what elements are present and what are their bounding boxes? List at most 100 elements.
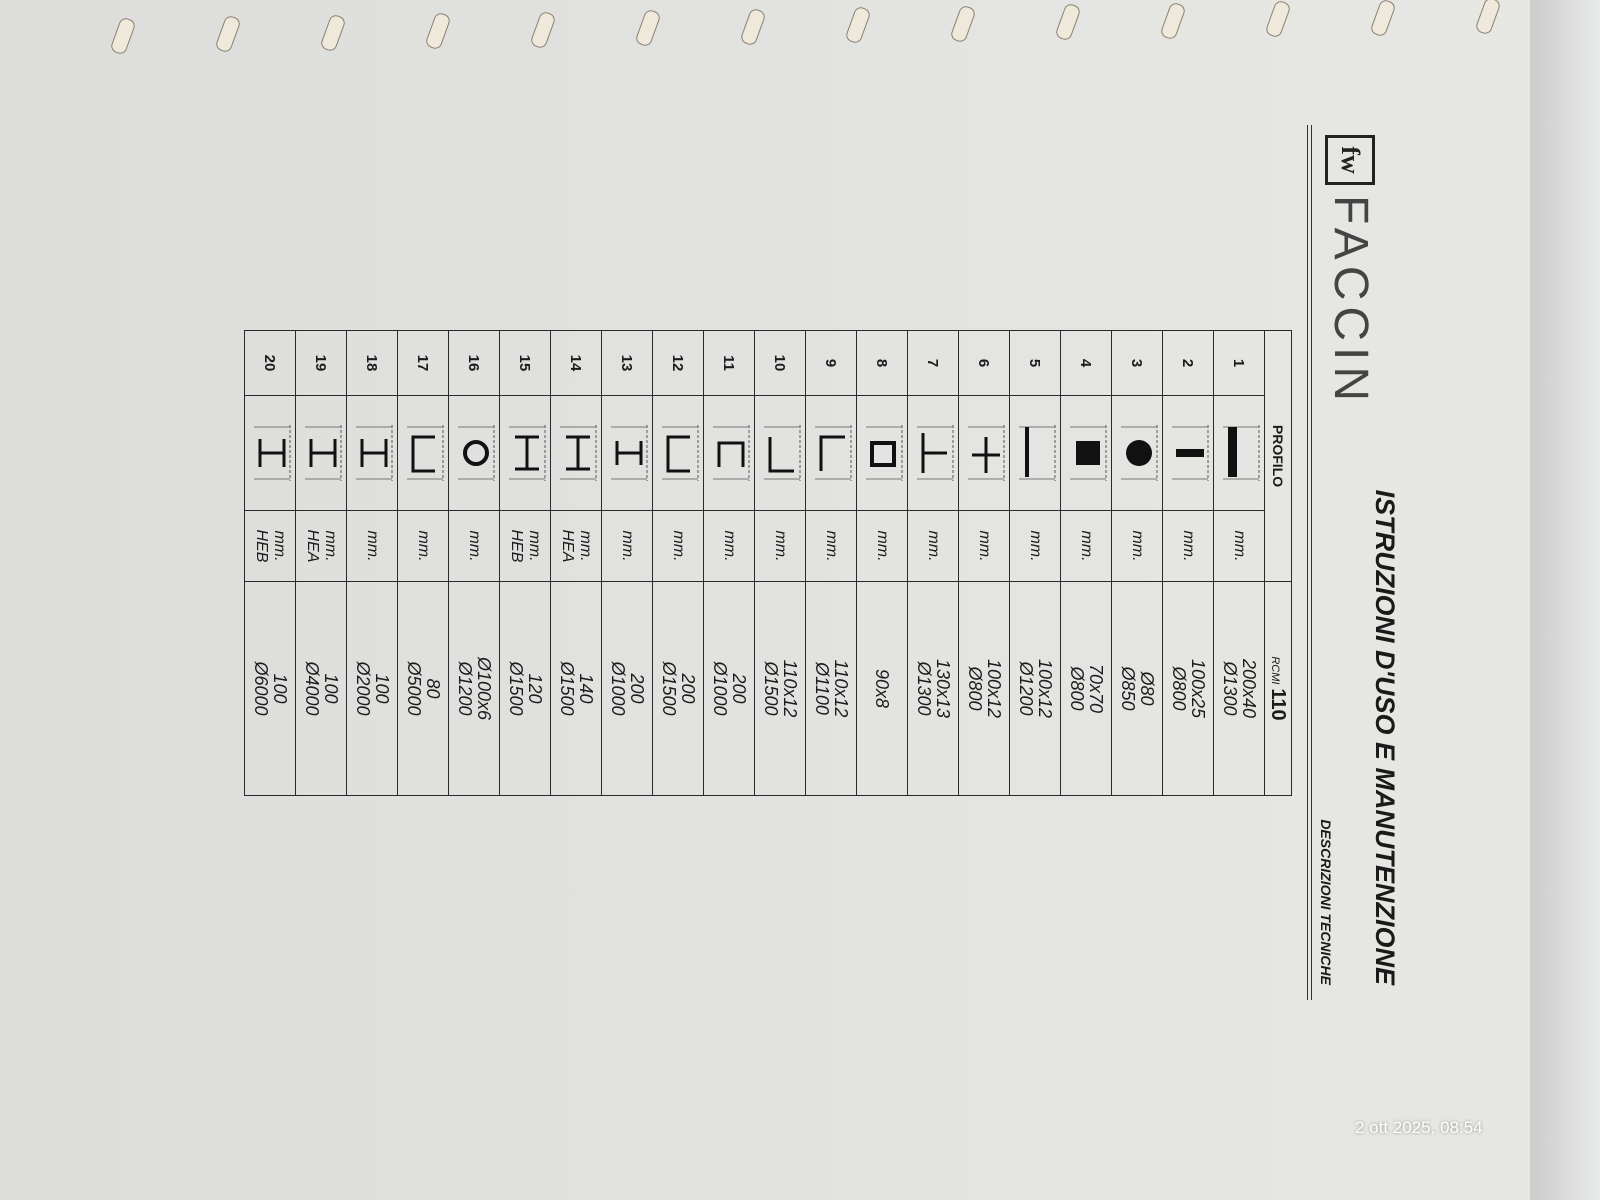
capacity-value: Ø1200: [1016, 661, 1036, 716]
unit-label: mm.: [1180, 530, 1197, 562]
value-cell: 120 Ø1500: [499, 581, 551, 796]
round-tube-icon: [458, 425, 495, 481]
profile-cell: [499, 395, 551, 511]
profile-cell: [652, 395, 704, 511]
capacity-value: Ø1300: [914, 661, 934, 716]
value-cell: 200x40 Ø1300: [1213, 581, 1265, 796]
capacity-value: Ø1100: [812, 662, 832, 715]
value-cell: 200 Ø1000: [703, 581, 755, 796]
capacity-value: Ø1000: [608, 661, 628, 716]
capacity-value: 200: [678, 673, 698, 704]
capacity-value: 80: [423, 678, 443, 699]
unit-label: mm.: [1231, 530, 1248, 562]
table-row: 8 mm. 90x8: [856, 330, 908, 796]
table-row: 14 mm. HEA 140 Ø1500: [550, 330, 602, 796]
table-row: 20 mm. HEB 100 Ø6000: [244, 330, 296, 796]
unit-cell: mm.: [346, 510, 398, 582]
unit-label: mm.: [619, 530, 636, 562]
row-number: 4: [1060, 330, 1112, 396]
table-row: 6 mm. 100x12 Ø800: [958, 330, 1010, 796]
unit-cell: mm.: [1162, 510, 1214, 582]
unit-cell: mm.: [397, 510, 449, 582]
capacity-value: 200x40: [1239, 658, 1259, 719]
unit-label: mm.: [577, 530, 594, 562]
unit-label: mm.: [364, 530, 381, 562]
angle-profile-icon: [815, 425, 852, 481]
value-cell: 200 Ø1500: [652, 581, 704, 796]
profile-cell: [397, 395, 449, 511]
unit-label: HEA: [304, 529, 321, 563]
unit-cell: mm. HEA: [295, 510, 347, 582]
table-row: 1 mm. 200x40 Ø1300: [1213, 330, 1265, 796]
table-row: 13 mm. 200 Ø1000: [601, 330, 653, 796]
unit-cell: mm.: [703, 510, 755, 582]
capacity-value: Ø1200: [455, 661, 475, 716]
capacity-value: 110x12: [780, 659, 800, 718]
row-number: 9: [805, 330, 857, 396]
unit-cell: mm.: [754, 510, 806, 582]
square-tube-icon: [866, 425, 903, 481]
unit-label: mm.: [271, 530, 288, 562]
profile-cell: [703, 395, 755, 511]
table-row: 10 mm. 110x12 Ø1500: [754, 330, 806, 796]
table-row: 2 mm. 100x25 Ø800: [1162, 330, 1214, 796]
header-rule: [1311, 125, 1312, 1000]
angle-profile-inverted-icon: [764, 425, 801, 481]
capacity-value: Ø800: [1169, 666, 1189, 711]
t-profile-icon: [917, 425, 954, 481]
capacity-value: 100: [321, 673, 341, 704]
faccin-logo: fw FACCIN: [1323, 135, 1378, 407]
capacity-value: 100x25: [1188, 658, 1208, 719]
row-number: 2: [1162, 330, 1214, 396]
round-bar-icon: [1121, 425, 1158, 481]
profile-cell: [754, 395, 806, 511]
capacity-value: 100x12: [1035, 658, 1055, 719]
spiral-binding: [109, 0, 1530, 1200]
unit-label: mm.: [823, 530, 840, 562]
capacity-value: 100: [270, 673, 290, 704]
profile-header: PROFILO: [1264, 330, 1292, 582]
profile-cell: [1162, 395, 1214, 511]
value-cell: 90x8: [856, 581, 908, 796]
flat-bar-vertical-icon: [1172, 425, 1209, 481]
section-subtitle: DESCRIZIONI TECNICHE: [1318, 819, 1334, 985]
table-row: 9 mm. 110x12 Ø1100: [805, 330, 857, 796]
value-cell: 110x12 Ø1500: [754, 581, 806, 796]
capacity-value: 120: [525, 673, 545, 704]
table-row: 7 mm. 130x13 Ø1300: [907, 330, 959, 796]
row-number: 13: [601, 330, 653, 396]
table-row: 18 mm. 100 Ø2000: [346, 330, 398, 796]
unit-label: HEB: [508, 529, 525, 563]
row-number: 20: [244, 330, 296, 396]
profile-cell: [805, 395, 857, 511]
capacity-value: 100x12: [984, 658, 1004, 719]
flat-bar-horizontal-icon: [1223, 425, 1260, 481]
table-row: 5 mm. 100x12 Ø1200: [1009, 330, 1061, 796]
value-cell: 100x12 Ø1200: [1009, 581, 1061, 796]
unit-label: mm.: [976, 530, 993, 562]
unit-cell: mm.: [856, 510, 908, 582]
unit-label: mm.: [670, 530, 687, 562]
h-beam-icon: [560, 425, 597, 481]
profile-cell: [550, 395, 602, 511]
table-row: 16 mm. Ø100x6 Ø1200: [448, 330, 500, 796]
unit-cell: mm. HEA: [550, 510, 602, 582]
unit-cell: mm.: [601, 510, 653, 582]
table-row: 12 mm. 200 Ø1500: [652, 330, 704, 796]
h-beam-side-icon: [305, 425, 342, 481]
capacity-value: Ø80: [1137, 671, 1157, 706]
square-bar-icon: [1070, 425, 1107, 481]
capacity-value: Ø2000: [353, 661, 373, 716]
capacity-value: Ø6000: [251, 661, 271, 716]
capacity-value: 200: [627, 673, 647, 704]
row-number: 5: [1009, 330, 1061, 396]
channel-up-icon: [662, 425, 699, 481]
capacity-value: Ø1500: [506, 661, 526, 716]
manual-page: fw FACCIN ISTRUZIONI D'USO E MANUTENZION…: [0, 0, 1530, 1200]
model-prefix: RCMI: [1269, 656, 1282, 685]
capacity-value: 70x70: [1086, 663, 1106, 714]
unit-cell: mm.: [1111, 510, 1163, 582]
photo-timestamp: 2 ott 2025, 08:54: [1355, 1118, 1483, 1137]
value-cell: 100 Ø4000: [295, 581, 347, 796]
row-number: 15: [499, 330, 551, 396]
